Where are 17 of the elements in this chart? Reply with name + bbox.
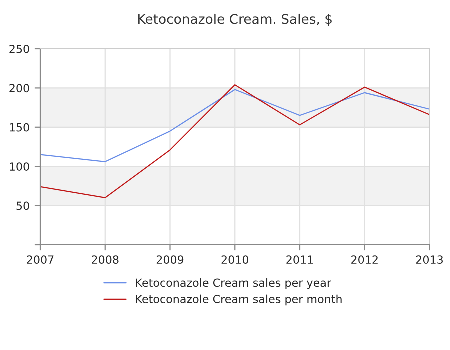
y-tick-label: 50 [16,202,30,210]
x-tick-label: 2008 [92,256,119,264]
x-tick-label: 2007 [27,256,54,264]
legend-label: Ketoconazole Cream sales per month [136,294,342,306]
legend-label: Ketoconazole Cream sales per year [136,278,332,290]
x-tick-label: 2013 [416,256,443,264]
y-tick-label: 250 [10,44,30,54]
line-series [40,84,430,199]
x-tick-label: 2011 [286,256,314,264]
line-series [40,89,430,162]
chart-title: Ketoconazole Cream. Sales, $ [138,14,332,26]
x-tick-label: 2010 [222,256,249,264]
x-tick-label: 2009 [156,256,184,264]
y-tick-label: 200 [10,84,30,93]
y-tick-label: 100 [10,162,30,171]
y-tick-label: 150 [10,123,30,132]
x-tick-label: 2012 [352,256,378,264]
